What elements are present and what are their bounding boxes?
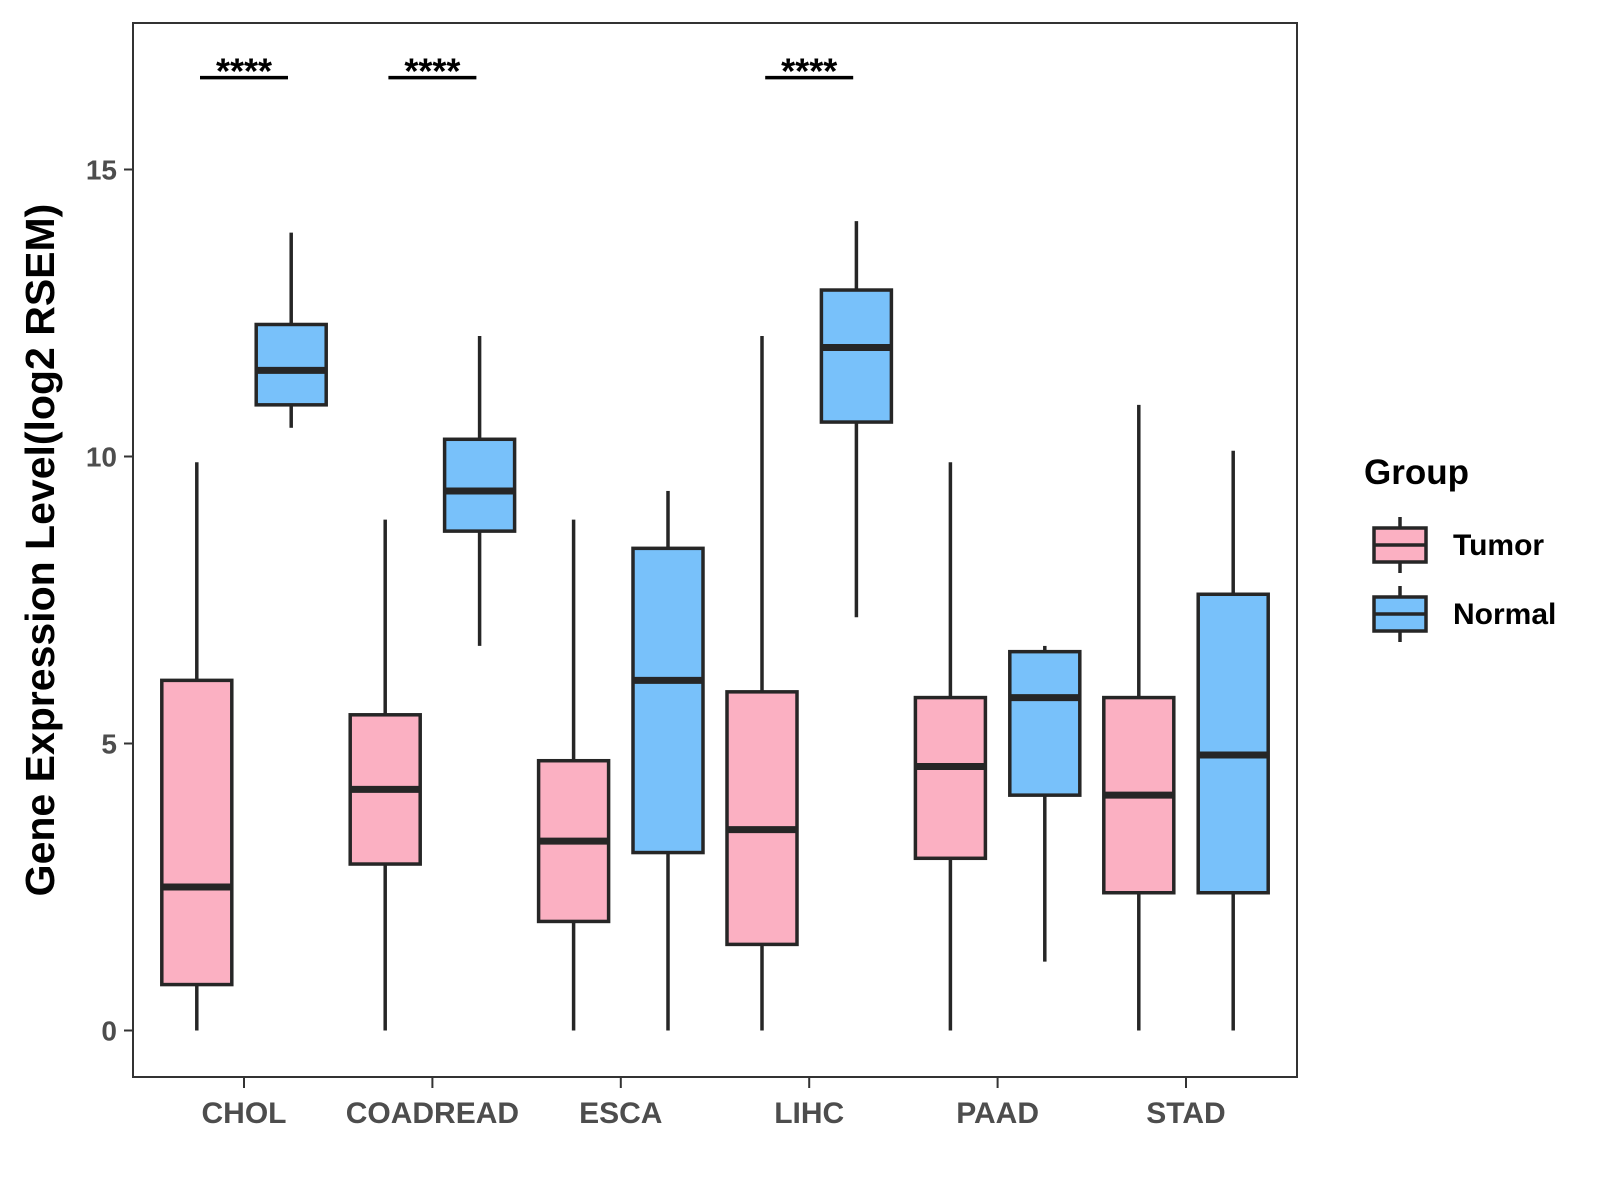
iqr-box-normal-lihc [819, 288, 894, 424]
iqr-box-tumor-paad [913, 695, 988, 861]
significance-label-lihc: **** [781, 51, 837, 92]
iqr-box-normal-esca [631, 546, 705, 855]
legend-item-tumor: Tumor [1372, 517, 1544, 573]
box-tumor-lihc [725, 335, 799, 1031]
box-tumor-paad [913, 462, 988, 1031]
y-tick-label-10: 10 [86, 442, 117, 473]
x-tick-label-esca: ESCA [579, 1097, 662, 1130]
y-tick-label-5: 5 [101, 729, 117, 760]
legend-title: Group [1364, 453, 1469, 492]
iqr-box-tumor-chol [160, 678, 234, 987]
plot-area: **** **** **** [160, 51, 1270, 1031]
box-normal-lihc [819, 221, 894, 618]
x-tick-label-coadread: COADREAD [346, 1097, 519, 1130]
iqr-box-normal-coadread [442, 437, 517, 533]
x-tick-label-paad: PAAD [956, 1097, 1039, 1130]
y-tick-label-15: 15 [86, 155, 117, 186]
iqr-box-normal-stad [1196, 592, 1270, 895]
iqr-box-normal-chol [254, 322, 328, 407]
legend: Group Tumor Normal [1364, 453, 1556, 642]
box-normal-paad [1008, 645, 1082, 962]
panel-border [132, 22, 1298, 1078]
iqr-box-tumor-lihc [725, 690, 799, 947]
box-normal-stad [1196, 450, 1270, 1031]
legend-item-normal: Normal [1372, 586, 1556, 642]
x-tick-label-stad: STAD [1146, 1097, 1225, 1130]
box-tumor-coadread [348, 519, 422, 1031]
significance-label-coadread: **** [404, 51, 460, 92]
iqr-box-normal-paad [1008, 649, 1082, 797]
box-tumor-stad [1102, 404, 1176, 1031]
y-axis-title: Gene Expression Level(log2 RSEM) [17, 204, 63, 897]
box-normal-chol [254, 232, 328, 428]
y-tick-label-0: 0 [101, 1016, 117, 1047]
legend-label-normal: Normal [1453, 598, 1556, 631]
x-tick-label-chol: CHOL [202, 1097, 287, 1130]
box-normal-coadread [442, 335, 517, 646]
box-tumor-chol [160, 462, 234, 1031]
x-tick-label-lihc: LIHC [774, 1097, 844, 1130]
box-tumor-esca [536, 519, 611, 1031]
significance-label-chol: **** [216, 51, 272, 92]
legend-label-tumor: Tumor [1453, 529, 1544, 562]
axes: 0 5 10 15 CHOL COADREAD ESCA LIHC PAAD STAD [86, 155, 1226, 1131]
box-normal-esca [631, 490, 705, 1031]
